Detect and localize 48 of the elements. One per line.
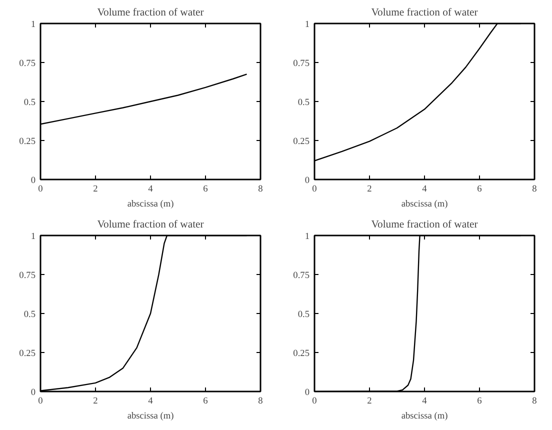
x-tick-label: 4 [148,396,154,406]
y-tick-label: 0.5 [298,98,310,108]
x-tick-label: 2 [93,396,98,406]
x-tick-label: 6 [203,396,208,406]
x-tick-label: 8 [532,184,538,194]
x-tick-label: 4 [422,184,428,194]
x-tick-label: 6 [477,184,482,194]
y-tick-label: 0.25 [19,137,36,147]
x-axis-title: abscissa (m) [401,200,448,210]
chart-title: Volume fraction of water [371,220,478,230]
x-tick-label: 0 [312,184,318,194]
x-tick-label: 6 [203,184,208,194]
y-tick-label: 0 [30,176,36,186]
x-tick-label: 4 [422,396,428,406]
x-tick-label: 8 [258,396,264,406]
y-tick-label: 1 [30,20,36,30]
y-tick-label: 1 [304,20,310,30]
x-axis-title: abscissa (m) [127,200,174,210]
y-tick-label: 0.75 [19,59,36,69]
y-tick-label: 0.75 [19,271,36,281]
y-tick-label: 0.5 [24,98,36,108]
x-tick-label: 2 [367,396,372,406]
y-tick-label: 0.25 [293,137,310,147]
y-tick-label: 0 [304,388,310,398]
x-tick-label: 0 [38,396,44,406]
x-axis-title: abscissa (m) [401,412,448,422]
y-tick-label: 0.75 [293,271,310,281]
y-tick-label: 0 [30,388,36,398]
x-tick-label: 0 [312,396,318,406]
y-tick-label: 0.75 [293,59,310,69]
y-tick-label: 0.25 [293,349,310,359]
y-tick-label: 1 [30,232,36,242]
chart-title: Volume fraction of water [97,220,204,230]
chart-title: Volume fraction of water [97,8,204,18]
y-tick-label: 0.5 [298,310,310,320]
chart-title: Volume fraction of water [371,8,478,18]
x-axis-title: abscissa (m) [127,412,174,422]
x-tick-label: 4 [148,184,154,194]
x-tick-label: 2 [93,184,98,194]
y-tick-label: 0.25 [19,349,36,359]
x-tick-label: 6 [477,396,482,406]
y-tick-label: 0.5 [24,310,36,320]
x-tick-label: 0 [38,184,44,194]
x-tick-label: 8 [258,184,264,194]
x-tick-label: 8 [532,396,538,406]
x-tick-label: 2 [367,184,372,194]
y-tick-label: 0 [304,176,310,186]
y-tick-label: 1 [304,232,310,242]
